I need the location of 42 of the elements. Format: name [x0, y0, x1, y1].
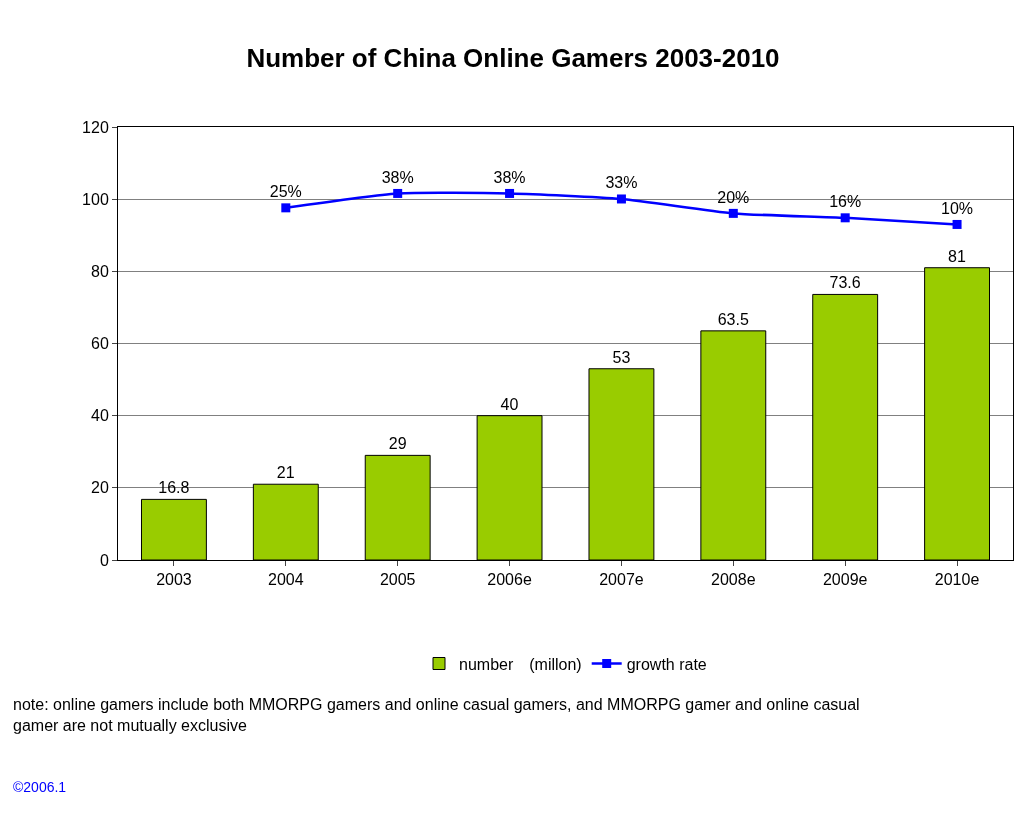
x-tick-label: 2004: [268, 571, 304, 589]
data-label: 63.5: [717, 310, 749, 328]
y-tick-label: 40: [91, 407, 109, 425]
text: note: online gamers include both MMORPG gamers and online casual gamers, and MMORPG gamer and online casual gamer are not mutually exclusive: [13, 696, 860, 734]
chart-title: Number of China Online Gamers 2003-2010: [246, 42, 780, 73]
data-label: 16%: [829, 193, 862, 211]
point: [728, 208, 738, 218]
x-tick-label: 2010e: [934, 571, 980, 589]
y-tick-label: 120: [82, 118, 109, 136]
x-tick-label: 2007e: [599, 571, 644, 589]
data-label: 38%: [493, 168, 526, 186]
point: [616, 194, 626, 204]
point: [281, 203, 291, 213]
point: [840, 213, 850, 223]
legend-label: number (millon): [459, 655, 582, 673]
data-label: 53: [612, 348, 631, 366]
y-tick-label: 80: [91, 262, 109, 280]
data-label: 10%: [941, 199, 974, 217]
y-tick-label: 0: [99, 551, 109, 569]
x-tick-label: 2009e: [822, 571, 868, 589]
data-label: 73.6: [829, 274, 861, 292]
data-label: 38%: [381, 168, 414, 186]
data-label: 81: [948, 247, 967, 265]
point: [505, 188, 515, 198]
text: ©2006.1: [13, 779, 67, 795]
data-label: 20%: [717, 188, 750, 206]
legend-label: growth rate: [626, 655, 707, 673]
data-label: 40: [500, 395, 519, 413]
point: [393, 188, 403, 198]
data-label: 21: [276, 464, 295, 482]
x-tick-label: 2003: [156, 571, 192, 589]
data-label: 29: [388, 435, 407, 453]
data-label: 33%: [605, 174, 638, 192]
data-label: 16.8: [158, 479, 190, 497]
x-tick-label: 2008e: [711, 571, 756, 589]
x-tick-label: 2005: [379, 571, 416, 589]
y-tick-label: 20: [91, 479, 109, 497]
x-tick-label: 2006e: [487, 571, 532, 589]
point: [952, 219, 962, 229]
y-tick-label: 60: [91, 335, 109, 353]
data-label: 25%: [269, 183, 302, 201]
y-tick-label: 100: [82, 190, 109, 208]
